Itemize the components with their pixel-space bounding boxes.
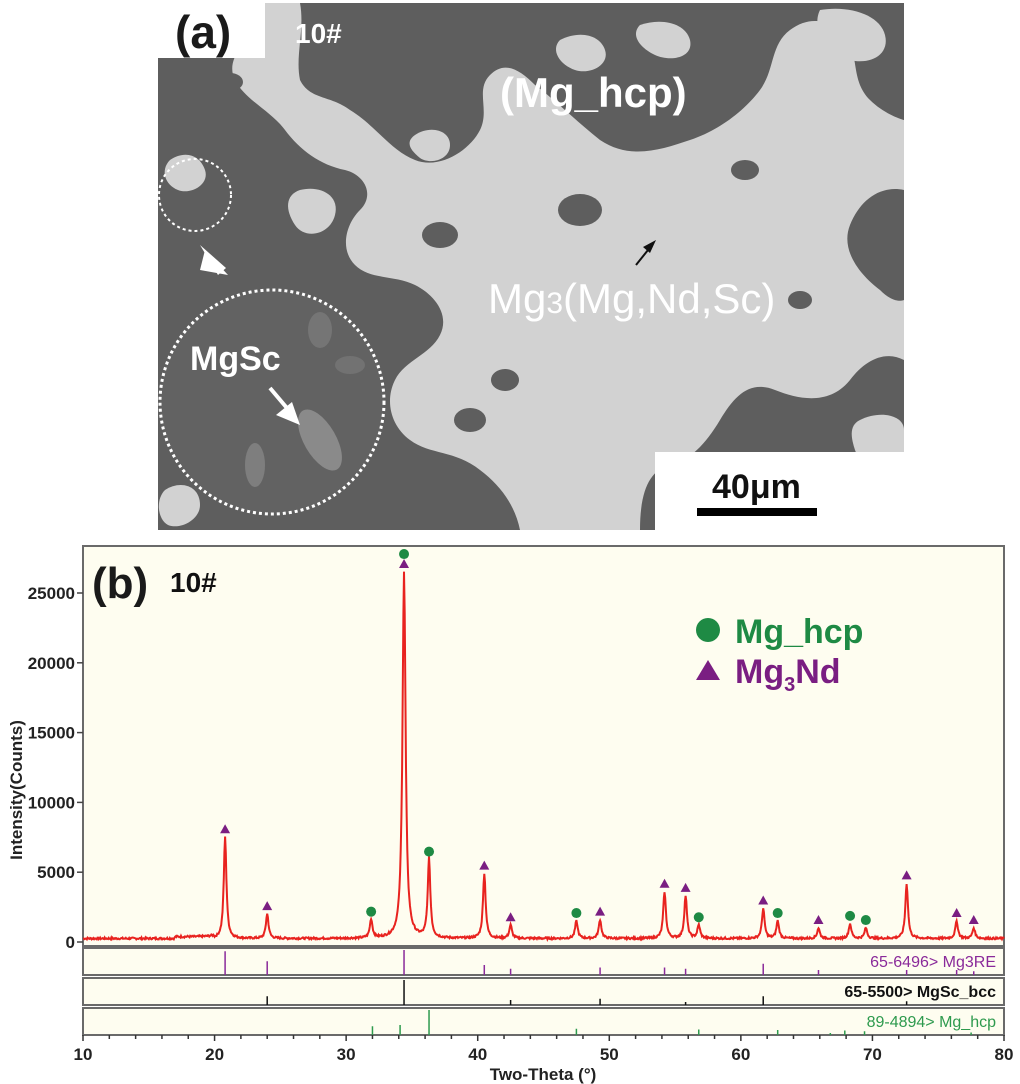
circle-marker-icon: [399, 549, 410, 560]
panel-b-sample: 10#: [170, 567, 217, 598]
y-tick-label: 15000: [28, 724, 75, 743]
panel-a-sample: 10#: [295, 18, 342, 49]
triangle-marker-icon: [680, 882, 691, 892]
triangle-marker-icon: [479, 860, 490, 870]
x-tick-label: 30: [337, 1045, 356, 1064]
circle-marker-icon: [693, 912, 704, 923]
triangle-marker-icon: [968, 915, 979, 925]
circle-marker-icon: [571, 908, 582, 919]
reference-label: 65-6496> Mg3RE: [870, 954, 996, 971]
xrd-pattern-line: [82, 571, 1005, 942]
sem-micrograph-panel: (a) 10# (Mg_hcp) Mg3(Mg,Nd,Sc) MgSc 40μm: [155, 0, 904, 530]
x-axis-label: Two-Theta (°): [490, 1065, 597, 1084]
legend-mg-hcp: Mg_hcp: [735, 613, 863, 651]
triangle-marker-icon: [262, 901, 273, 911]
triangle-marker-icon: [813, 915, 824, 925]
reference-panel: [82, 977, 1005, 1006]
triangle-marker-icon: [696, 660, 720, 680]
y-axis: 0 5000 10000 15000 20000 25000: [28, 584, 83, 952]
x-tick-label: 20: [205, 1045, 224, 1064]
label-mg-hcp: (Mg_hcp): [500, 69, 687, 116]
x-tick-label: 50: [600, 1045, 619, 1064]
mg-hcp-holes: [217, 73, 812, 432]
x-axis: 10 20 30 40 50 60 70 80: [74, 1035, 1014, 1064]
panel-b-label: (b): [92, 559, 148, 608]
label-mgsc: MgSc: [190, 340, 281, 378]
circle-marker-icon: [860, 915, 871, 926]
triangle-marker-icon: [659, 878, 670, 888]
x-tick-label: 80: [995, 1045, 1014, 1064]
scale-bar-box: [655, 452, 904, 530]
x-tick-label: 10: [74, 1045, 93, 1064]
xrd-chart-panel: 65-6496> Mg3RE 65-5500> MgSc_bcc 89-4894> …: [7, 545, 1014, 1084]
triangle-marker-icon: [595, 906, 606, 916]
reference-panel: [82, 947, 1005, 976]
reference-panel: [82, 1007, 1005, 1036]
y-tick-label: 5000: [37, 863, 75, 882]
triangle-marker-icon: [901, 870, 912, 880]
mgsc-arrow-icon: [268, 386, 300, 425]
circle-marker-icon: [845, 910, 856, 921]
panel-a-label: (a): [175, 6, 231, 58]
x-tick-label: 40: [468, 1045, 487, 1064]
y-tick-label: 25000: [28, 584, 75, 603]
triangle-marker-icon: [951, 908, 962, 918]
y-tick-label: 0: [66, 933, 75, 952]
triangle-marker-icon: [399, 559, 410, 569]
legend: Mg_hcp Mg3Nd: [696, 613, 863, 696]
scale-bar: [697, 508, 817, 516]
sem-image: [158, 3, 904, 530]
triangle-marker-icon: [505, 912, 516, 922]
scale-bar-label: 40μm: [712, 468, 801, 506]
legend-mg3nd: Mg3Nd: [735, 653, 841, 696]
circle-marker-icon: [696, 618, 720, 642]
mgsc-particle: [298, 409, 342, 471]
magnified-inset: [158, 288, 386, 516]
circle-marker-icon: [772, 908, 783, 919]
triangle-marker-icon: [758, 895, 769, 905]
label-mg3-phase: Mg3(Mg,Nd,Sc): [488, 275, 775, 322]
x-tick-label: 70: [863, 1045, 882, 1064]
plot-area: [82, 545, 1005, 947]
reference-pattern-panels: 65-6496> Mg3RE 65-5500> MgSc_bcc 89-4894> …: [82, 947, 1005, 1036]
reference-label: 89-4894> Mg_hcp: [867, 1014, 997, 1031]
x-tick-label: 60: [731, 1045, 750, 1064]
triangle-marker-icon: [220, 824, 231, 834]
small-inset-circle: [158, 158, 232, 232]
circle-marker-icon: [366, 906, 377, 917]
circle-marker-icon: [424, 846, 435, 857]
mg3-arrow-icon: [635, 240, 656, 266]
peak-markers: [220, 549, 979, 926]
y-tick-label: 20000: [28, 654, 75, 673]
y-axis-label: Intensity(Counts): [7, 720, 26, 860]
y-tick-label: 10000: [28, 793, 75, 812]
reference-label: 65-5500> MgSc_bcc: [844, 984, 996, 1001]
